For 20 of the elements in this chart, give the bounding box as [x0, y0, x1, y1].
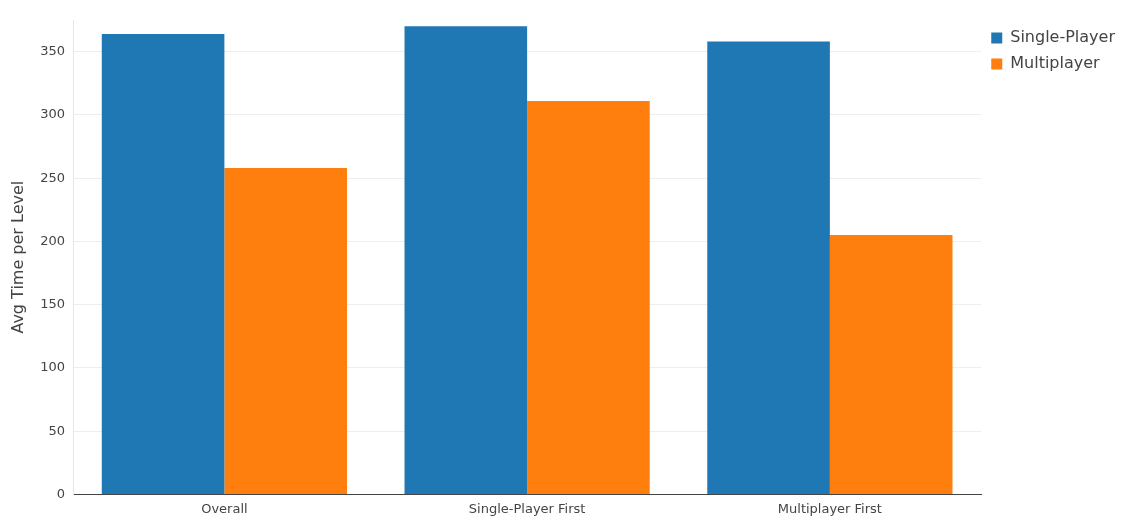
- y-tick-label: 50: [48, 422, 66, 438]
- y-axis-title: Avg Time per Level: [7, 180, 27, 334]
- bar: [101, 33, 225, 494]
- y-tick-label: 300: [40, 106, 66, 122]
- bar: [707, 41, 830, 494]
- legend-label: Single-Player: [1010, 27, 1116, 47]
- y-tick-label: 250: [40, 169, 66, 185]
- bar: [224, 168, 347, 494]
- x-tick-label: Single-Player First: [468, 500, 586, 516]
- y-tick-label: 200: [40, 232, 66, 248]
- x-tick-label: Multiplayer First: [777, 500, 882, 516]
- y-tick-label: 150: [40, 296, 66, 312]
- bar: [404, 26, 528, 494]
- bar: [527, 100, 650, 494]
- y-tick-label: 350: [40, 43, 66, 58]
- x-tick-label: Overall: [201, 500, 248, 516]
- legend-label: Multiplayer: [1010, 53, 1101, 73]
- bar: [829, 235, 953, 494]
- y-tick-label: 100: [40, 359, 66, 375]
- y-tick-label: 0: [56, 485, 66, 501]
